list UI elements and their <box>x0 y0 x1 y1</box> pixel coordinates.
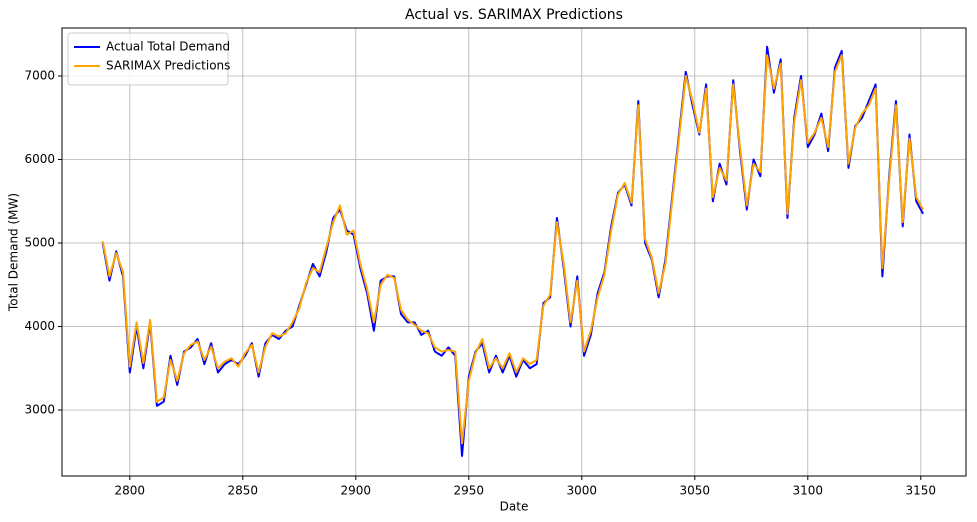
plot-lines <box>101 45 924 457</box>
series-line <box>101 45 924 457</box>
grid <box>62 28 966 476</box>
legend-label: Actual Total Demand <box>106 40 230 54</box>
chart-title: Actual vs. SARIMAX Predictions <box>405 7 623 23</box>
plot-frame <box>61 27 967 477</box>
legend-label: SARIMAX Predictions <box>106 59 230 73</box>
y-tick-label: 4000 <box>24 319 55 333</box>
x-tick-label: 3000 <box>567 484 598 498</box>
x-axis-label: Date <box>500 500 529 514</box>
y-tick-label: 3000 <box>24 403 55 417</box>
x-tick-label: 3050 <box>680 484 711 498</box>
legend: Actual Total Demand SARIMAX Predictions <box>67 32 230 86</box>
x-tick-label: 3100 <box>793 484 824 498</box>
series-line <box>101 54 924 445</box>
x-tick-label: 2800 <box>115 484 146 498</box>
y-axis-label: Total Demand (MW) <box>7 193 21 312</box>
x-tick-label: 3150 <box>906 484 937 498</box>
x-tick-label: 2950 <box>454 484 485 498</box>
x-tick-label: 2850 <box>228 484 259 498</box>
y-tick-label: 6000 <box>24 152 55 166</box>
y-tick-label: 5000 <box>24 236 55 250</box>
x-tick-label: 2900 <box>341 484 372 498</box>
legend-box <box>67 32 229 86</box>
y-tick-label: 7000 <box>24 69 55 83</box>
